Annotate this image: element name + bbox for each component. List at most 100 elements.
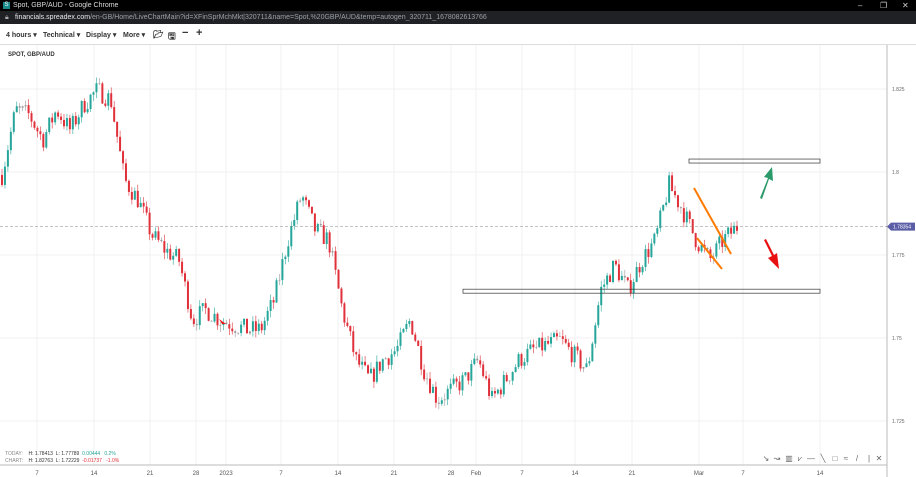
curve-tool-icon[interactable]: ↝ [774, 454, 781, 463]
candle-body [402, 328, 405, 333]
candle-body [417, 340, 420, 346]
candle-body [278, 279, 281, 281]
vertical-line-tool-icon[interactable]: | [868, 454, 870, 463]
candle-body [364, 361, 367, 366]
fibonacci-tool-icon[interactable]: ▥ [785, 454, 793, 463]
candle-body [130, 191, 133, 200]
candle-body [358, 354, 361, 365]
candle-body [166, 248, 169, 253]
candle-body [313, 213, 316, 232]
display-dropdown[interactable]: Display ▾ [86, 32, 117, 39]
candle-body [626, 277, 629, 281]
candle-body [434, 386, 437, 403]
candle-body [517, 354, 520, 368]
current-price-label: 1.78354 [893, 225, 911, 231]
candle-body [89, 94, 92, 110]
select-tool-icon[interactable]: ↘ [763, 454, 770, 463]
candle-body [119, 136, 122, 152]
candle-body [585, 363, 588, 368]
candle-body [443, 399, 446, 401]
candle-body [485, 376, 488, 379]
candle-body [133, 190, 136, 200]
trend-line-tool-icon[interactable]: ╲ [820, 453, 827, 463]
candle-body [671, 175, 674, 192]
interval-dropdown[interactable]: 4 hours ▾ [6, 32, 37, 39]
favicon: S [3, 2, 10, 9]
candle-body [198, 306, 201, 326]
chart-pct: -1.0% [106, 458, 120, 464]
candle-body [718, 236, 721, 244]
candle-body [502, 375, 505, 395]
candle-body [284, 256, 287, 260]
price-chart[interactable]: 1.825 1.8 1.775 1.75 1.725 7 14 21 28 2023 7 14 21 28… [0, 45, 916, 477]
candle-body [275, 280, 278, 303]
technical-dropdown[interactable]: Technical ▾ [43, 32, 81, 39]
candle-body [124, 163, 127, 181]
candle-body [57, 112, 60, 117]
candle-body [83, 101, 86, 113]
candle-body [641, 266, 644, 273]
candle-body [225, 322, 228, 325]
clear-drawings-icon[interactable]: ✕ [876, 454, 883, 463]
candle-body [458, 381, 461, 391]
candle-body [316, 223, 319, 232]
arrow-marker-icon[interactable] [219, 319, 226, 324]
candle-body [381, 359, 384, 371]
candle-body [644, 249, 647, 267]
candle-body [260, 323, 263, 331]
x-tick-label: 7 [741, 471, 745, 477]
candle-body [77, 117, 80, 125]
trendline-lower[interactable] [696, 237, 723, 270]
close-button[interactable]: ✕ [902, 1, 909, 10]
zoom-out-icon[interactable]: − [182, 27, 189, 39]
candle-body [228, 324, 231, 329]
minimize-button[interactable]: – [858, 1, 863, 10]
candle-body [219, 325, 222, 326]
candle-body [60, 116, 63, 120]
candle-body [251, 321, 254, 332]
folder-open-icon[interactable]: 📂︎ [153, 30, 164, 39]
candle-body [51, 117, 54, 123]
rectangle-tool-icon[interactable]: □ [833, 454, 838, 463]
trendline-upper[interactable] [693, 187, 732, 255]
candle-body [387, 358, 390, 365]
candle-body [464, 372, 467, 376]
candle-body [15, 106, 18, 113]
save-icon[interactable]: 🖫 [168, 31, 176, 41]
zoom-in-icon[interactable]: + [196, 27, 203, 39]
candle-body [606, 275, 609, 285]
more-dropdown[interactable]: More ▾ [123, 32, 146, 39]
candle-body [733, 225, 736, 234]
address-bar[interactable]: 🔒︎ financials.spreadex.com/en-GB/Home/Li… [0, 11, 916, 24]
candle-body [429, 378, 432, 393]
candle-body [145, 206, 148, 213]
line-tool-icon[interactable]: / [856, 454, 859, 463]
horizontal-line-tool-icon[interactable]: — [807, 454, 815, 463]
candle-body [482, 364, 485, 377]
candle-body [42, 134, 45, 148]
text-tool-icon[interactable]: ≈ [844, 454, 849, 463]
candle-body [617, 264, 620, 281]
candle-body [650, 243, 653, 257]
candle-body [538, 337, 541, 348]
candle-body [113, 107, 116, 122]
arrow-down-icon[interactable] [764, 239, 779, 269]
candle-body [440, 400, 443, 404]
candle-body [514, 367, 517, 372]
candle-body [154, 231, 157, 238]
chart-high: H: 1.82763 [28, 458, 53, 464]
candle-body [582, 367, 585, 369]
fan-tool-icon[interactable]: ⩗ [798, 454, 803, 463]
candle-body [101, 83, 104, 104]
resistance-zone[interactable] [688, 158, 821, 164]
candle-body [721, 236, 724, 247]
x-tick-label: 21 [391, 471, 398, 477]
arrow-up-icon[interactable] [760, 167, 773, 199]
stats-label: TODAY: [5, 451, 23, 457]
candle-body [36, 127, 39, 132]
candle-body [160, 239, 163, 242]
support-zone[interactable] [462, 288, 821, 294]
candle-body [254, 321, 257, 331]
restore-button[interactable]: ❐ [880, 1, 888, 10]
candle-body [594, 325, 597, 344]
